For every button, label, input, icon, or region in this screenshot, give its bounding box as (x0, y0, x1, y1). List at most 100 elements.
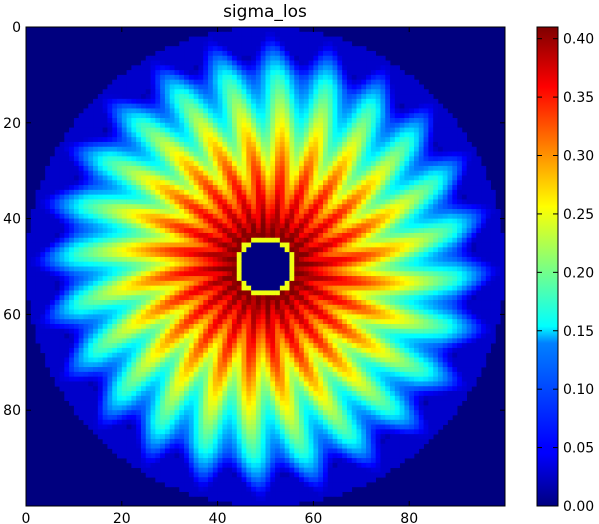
heatmap-cell (164, 156, 171, 162)
heatmap-cell (83, 237, 89, 243)
heatmap-cell (265, 103, 271, 109)
heatmap-cell (370, 209, 377, 215)
heatmap-cell (179, 122, 185, 128)
heatmap-cell (198, 132, 204, 138)
heatmap-cell (227, 285, 233, 291)
heatmap-cell (102, 242, 108, 248)
heatmap-cell (83, 209, 89, 215)
heatmap-cell (131, 271, 137, 277)
heatmap-cell (318, 209, 324, 215)
heatmap-cell (188, 50, 194, 57)
heatmap-cell (294, 118, 300, 124)
heatmap-cell (404, 204, 410, 210)
heatmap-cell (184, 199, 190, 205)
heatmap-cell (294, 242, 300, 248)
heatmap-cell (30, 280, 36, 287)
heatmap-cell (418, 209, 424, 215)
heatmap-cell (318, 94, 324, 100)
heatmap-cell (140, 127, 147, 133)
heatmap-cell (356, 132, 362, 138)
heatmap-cell (193, 98, 199, 104)
heatmap-cell (375, 199, 381, 205)
heatmap-cell (193, 276, 199, 282)
heatmap-cell (64, 199, 70, 205)
heatmap-cell (279, 165, 286, 172)
heatmap-cell (126, 141, 132, 148)
heatmap-cell (212, 70, 218, 76)
heatmap-cell (140, 194, 147, 200)
heatmap-cell (418, 108, 424, 114)
heatmap-cell (284, 89, 290, 95)
heatmap-cell (270, 180, 276, 186)
heatmap-cell (145, 280, 151, 287)
heatmap-cell (107, 161, 113, 167)
heatmap-cell (203, 98, 209, 104)
heatmap-cell (54, 170, 60, 176)
heatmap-cell (160, 209, 166, 215)
heatmap-cell (188, 41, 194, 47)
heatmap-cell (279, 113, 286, 119)
heatmap-cell (54, 271, 60, 277)
heatmap-cell (418, 280, 424, 287)
heatmap-cell (294, 132, 300, 138)
heatmap-cell (246, 194, 252, 200)
heatmap-cell (145, 256, 151, 263)
heatmap-cell (356, 247, 362, 253)
heatmap-cell (423, 199, 429, 205)
heatmap-cell (303, 108, 309, 114)
heatmap-cell (88, 261, 94, 267)
heatmap-cell (107, 151, 113, 157)
heatmap-cell (193, 189, 199, 195)
heatmap-cell (251, 118, 257, 124)
heatmap-cell (193, 247, 199, 253)
heatmap-cell (117, 285, 123, 291)
heatmap-cell (236, 41, 242, 47)
heatmap-cell (294, 46, 300, 52)
heatmap-cell (212, 41, 218, 47)
heatmap-cell (155, 65, 161, 71)
heatmap-cell (78, 247, 84, 253)
heatmap-cell (375, 271, 381, 277)
heatmap-cell (88, 146, 94, 152)
heatmap-cell (227, 218, 233, 224)
heatmap-cell (313, 137, 319, 143)
heatmap-cell (390, 218, 396, 224)
heatmap-cell (394, 280, 400, 287)
heatmap-cell (241, 46, 247, 52)
heatmap-cell (83, 161, 89, 167)
heatmap-cell (102, 314, 108, 320)
heatmap-cell (284, 309, 290, 315)
heatmap-cell (322, 89, 329, 95)
heatmap-cell (160, 271, 166, 277)
heatmap-cell (332, 89, 338, 95)
heatmap-cell (361, 60, 367, 66)
heatmap-cell (126, 98, 132, 104)
heatmap-cell (265, 228, 271, 234)
heatmap-cell (356, 295, 362, 301)
heatmap-cell (150, 137, 156, 143)
heatmap-cell (279, 189, 286, 195)
heatmap-cell (131, 300, 137, 306)
heatmap-cell (428, 256, 434, 263)
heatmap-cell (117, 108, 123, 114)
heatmap-cell (279, 122, 286, 128)
heatmap-cell (346, 295, 353, 301)
heatmap-cell (418, 151, 424, 157)
heatmap-cell (385, 127, 391, 133)
heatmap-cell (442, 256, 448, 263)
heatmap-cell (409, 79, 415, 85)
heatmap-cell (217, 261, 223, 267)
heatmap-cell (485, 194, 491, 200)
heatmap-cell (102, 209, 108, 215)
heatmap-cell (490, 276, 496, 282)
heatmap-cell (366, 151, 372, 157)
heatmap-cell (275, 146, 281, 152)
heatmap-cell (160, 261, 166, 267)
heatmap-cell (351, 204, 357, 210)
heatmap-cell (303, 156, 309, 162)
heatmap-cell (169, 175, 175, 181)
heatmap-cell (284, 50, 290, 57)
heatmap-cell (275, 70, 281, 76)
heatmap-cell (299, 175, 305, 181)
heatmap-cell (227, 55, 233, 61)
